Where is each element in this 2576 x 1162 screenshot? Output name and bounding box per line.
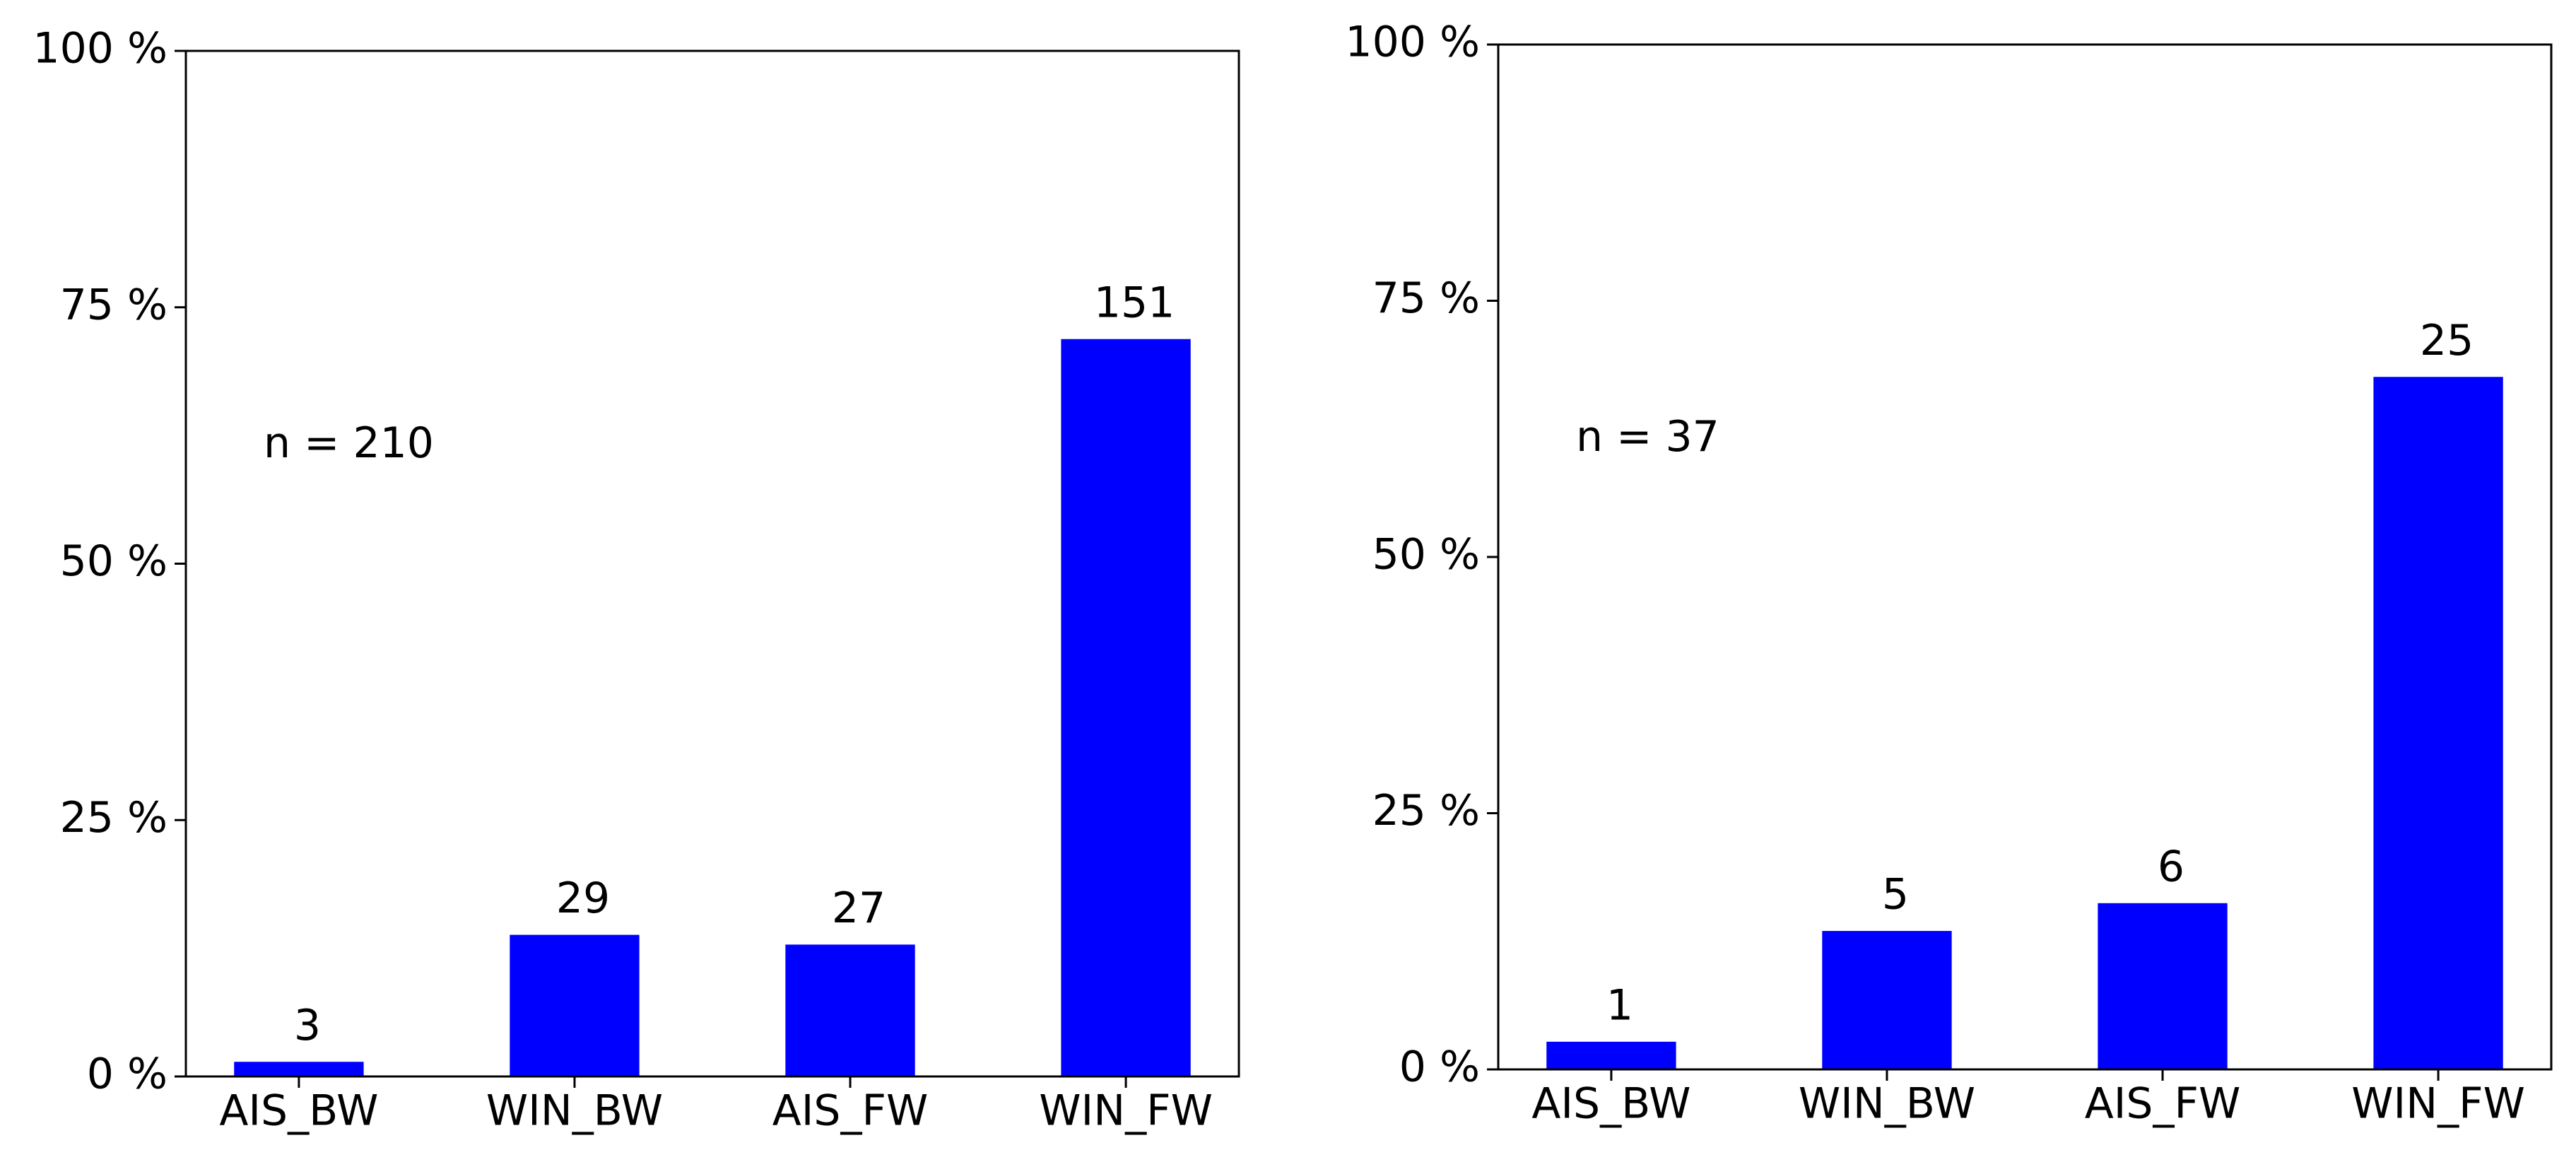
- bar: [1822, 931, 1952, 1069]
- data-label: 25: [2420, 316, 2474, 365]
- y-tick-label: 75 %: [1372, 274, 1480, 323]
- bar: [234, 1062, 364, 1076]
- data-label: 5: [1882, 870, 1909, 920]
- x-tick-label: AIS_BW: [1531, 1079, 1690, 1129]
- data-label: 27: [832, 884, 886, 933]
- y-tick-label: 0 %: [1399, 1043, 1480, 1092]
- data-label: 1: [1606, 980, 1633, 1030]
- x-tick-label: AIS_FW: [772, 1086, 929, 1136]
- x-tick-label: WIN_BW: [1799, 1079, 1975, 1129]
- data-label: 6: [2158, 842, 2184, 891]
- data-label: 151: [1094, 278, 1175, 327]
- bar: [1061, 339, 1191, 1077]
- y-tick-label: 50 %: [1372, 530, 1480, 580]
- annotation: n = 37: [1576, 412, 1719, 462]
- y-tick-label: 25 %: [60, 793, 167, 843]
- bar: [2098, 903, 2228, 1069]
- bar: [1546, 1041, 1676, 1069]
- data-label: 29: [556, 874, 610, 923]
- y-tick-label: 100 %: [1345, 18, 1480, 67]
- y-tick-label: 75 %: [60, 280, 167, 329]
- x-tick-label: AIS_FW: [2085, 1079, 2241, 1129]
- plot-frame: [1497, 43, 2553, 1071]
- plot-frame: [184, 49, 1240, 1078]
- bar: [2373, 377, 2503, 1069]
- x-tick-label: WIN_FW: [2351, 1079, 2525, 1129]
- y-tick-label: 50 %: [60, 536, 167, 586]
- data-label: 3: [294, 1001, 321, 1050]
- bar: [510, 934, 640, 1076]
- annotation: n = 210: [264, 418, 434, 468]
- bar: [785, 944, 915, 1076]
- x-tick-label: WIN_FW: [1039, 1086, 1213, 1136]
- x-tick-label: WIN_BW: [486, 1086, 663, 1136]
- y-tick-label: 25 %: [1372, 786, 1480, 835]
- y-tick-label: 100 %: [33, 24, 167, 74]
- y-tick-label: 0 %: [87, 1050, 167, 1099]
- x-tick-label: AIS_BW: [219, 1086, 378, 1136]
